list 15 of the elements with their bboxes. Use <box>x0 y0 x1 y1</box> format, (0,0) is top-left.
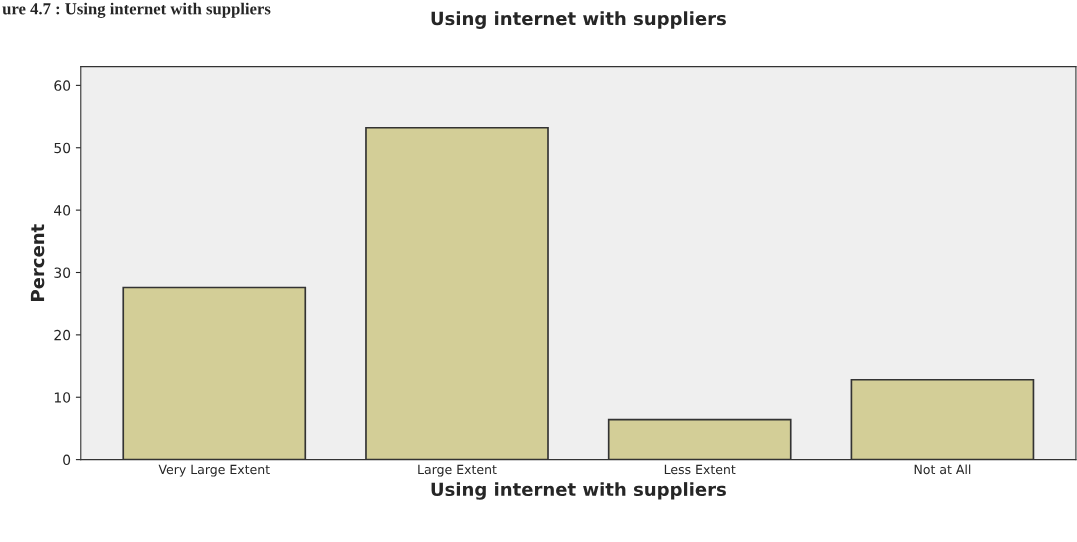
x-tick-label: Very Large Extent <box>158 464 270 477</box>
y-tick-label: 60 <box>54 80 71 91</box>
y-tick-label: 50 <box>54 142 71 154</box>
x-tick-label: Large Extent <box>418 464 497 477</box>
y-axis-title: Percent <box>30 224 45 301</box>
chart-title: Using internet with suppliers <box>431 11 726 29</box>
y-tick-label: 20 <box>54 329 71 341</box>
y-tick-label: 40 <box>54 205 71 216</box>
y-tick-label: 10 <box>54 392 71 403</box>
y-tick-label: 30 <box>54 267 71 278</box>
x-tick-label: Not at All <box>914 464 971 475</box>
x-axis-title: Using internet with suppliers <box>431 482 726 500</box>
x-tick-label: Less Extent <box>664 464 736 475</box>
y-tick-label: 0 <box>63 454 71 466</box>
text: ure 4.7 : Using internet with suppliers <box>2 2 271 18</box>
